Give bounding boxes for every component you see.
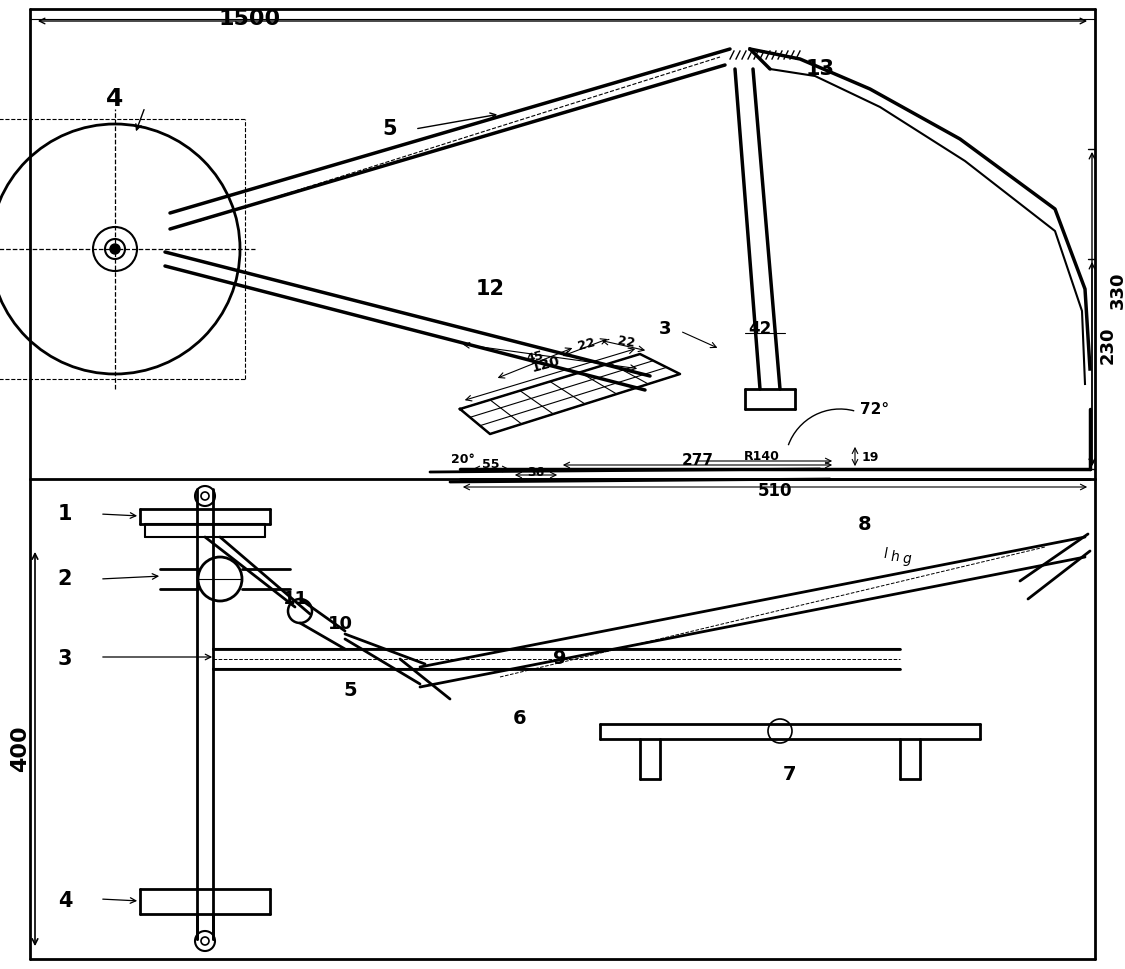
Text: 3: 3 xyxy=(57,649,72,669)
Text: 42: 42 xyxy=(748,320,772,338)
Text: 45: 45 xyxy=(525,349,546,365)
Text: 4: 4 xyxy=(106,87,124,111)
Text: 13: 13 xyxy=(806,59,835,79)
Text: 1500: 1500 xyxy=(219,9,281,29)
Text: 120: 120 xyxy=(529,354,561,375)
Text: 11: 11 xyxy=(282,590,307,608)
Text: 5: 5 xyxy=(382,119,397,139)
Text: 330: 330 xyxy=(1109,271,1125,309)
Text: 22: 22 xyxy=(616,334,636,350)
Text: 10: 10 xyxy=(327,615,352,633)
Text: l: l xyxy=(883,547,886,561)
Text: g: g xyxy=(902,552,911,566)
Text: R140: R140 xyxy=(744,450,780,462)
Text: 4: 4 xyxy=(57,891,72,911)
Text: 36: 36 xyxy=(528,465,544,479)
Text: 19: 19 xyxy=(862,451,879,463)
Text: 9: 9 xyxy=(554,649,567,669)
Text: 6: 6 xyxy=(513,709,526,729)
Text: h: h xyxy=(891,550,899,564)
Text: 277: 277 xyxy=(682,453,714,467)
Text: 72°: 72° xyxy=(861,401,890,417)
Text: 20°: 20° xyxy=(451,453,475,465)
Text: 1: 1 xyxy=(57,504,72,524)
Text: 400: 400 xyxy=(10,726,30,772)
Text: 8: 8 xyxy=(858,515,872,534)
Text: 3: 3 xyxy=(659,320,672,338)
Circle shape xyxy=(110,244,120,254)
Text: 230: 230 xyxy=(1099,327,1117,364)
Text: 5: 5 xyxy=(343,681,357,701)
Text: 55: 55 xyxy=(483,457,500,471)
Text: 12: 12 xyxy=(476,279,504,299)
Text: 510: 510 xyxy=(758,482,792,500)
Text: 22: 22 xyxy=(577,335,597,353)
Text: 2: 2 xyxy=(57,569,72,589)
Text: 7: 7 xyxy=(783,765,796,784)
